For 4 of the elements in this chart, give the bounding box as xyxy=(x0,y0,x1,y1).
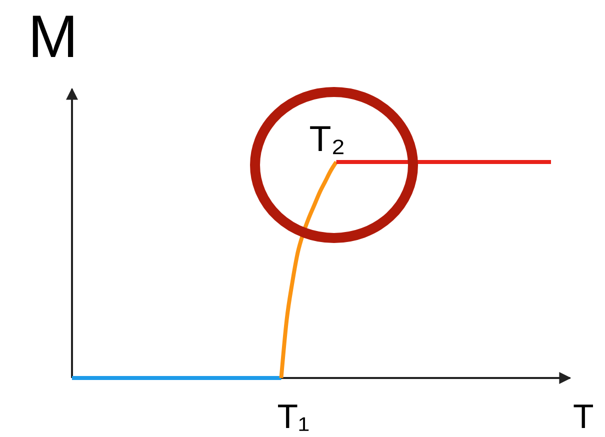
text: T₂ xyxy=(309,118,346,159)
y-axis-title: M xyxy=(28,3,78,70)
x-axis-title: T xyxy=(573,398,594,436)
text: T₁ xyxy=(277,398,310,436)
